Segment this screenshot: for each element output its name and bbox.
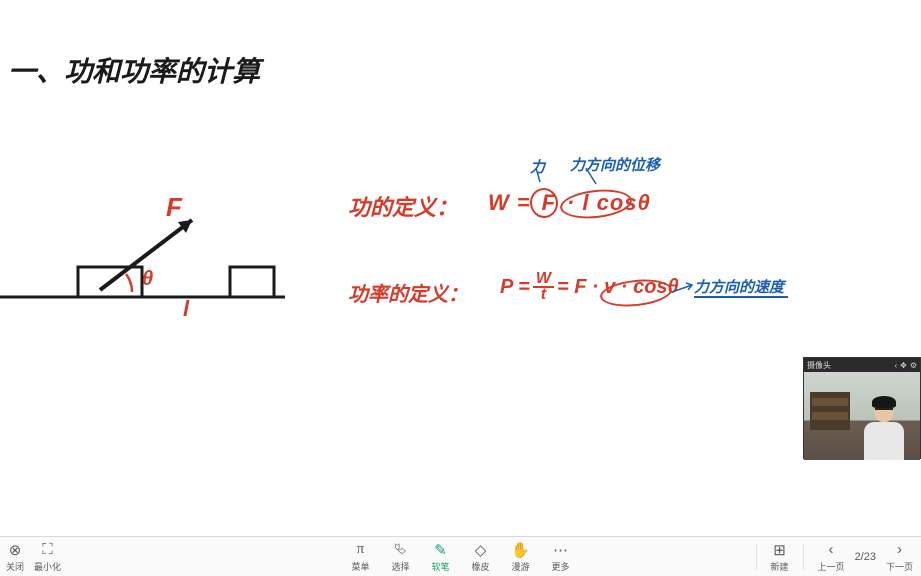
- cursor-icon: ⮱: [391, 541, 409, 559]
- webcam-title: 摄像头: [807, 360, 831, 371]
- annotation-force: 力: [530, 156, 545, 177]
- power-definition-label: 功率的定义：: [348, 278, 468, 307]
- label-force-F: F: [166, 192, 182, 223]
- new-page-icon: ⊞: [771, 541, 789, 559]
- chevron-left-icon: ‹: [822, 541, 840, 559]
- webcam-title-bar[interactable]: 摄像头 ‹ ✥ ⚙: [804, 358, 920, 372]
- annotation-velocity: 力方向的速度: [694, 276, 784, 297]
- pen-button[interactable]: ✎ 软笔: [431, 541, 449, 573]
- pi-icon: π: [351, 541, 369, 559]
- webcam-settings-icon[interactable]: ⚙: [910, 361, 917, 370]
- label-angle-theta: θ: [142, 268, 153, 291]
- eraser-icon: ◇: [472, 541, 490, 559]
- next-page-button[interactable]: › 下一页: [886, 541, 913, 573]
- webcam-move-icon[interactable]: ✥: [900, 361, 907, 370]
- pen-icon: ✎: [431, 541, 449, 559]
- minimize-button[interactable]: ⛶ 最小化: [34, 541, 61, 573]
- close-button[interactable]: ⊗ 关闭: [6, 541, 24, 573]
- prev-page-button[interactable]: ‹ 上一页: [818, 541, 845, 573]
- webcam-panel[interactable]: 摄像头 ‹ ✥ ⚙: [803, 357, 921, 459]
- chevron-right-icon: ›: [890, 541, 908, 559]
- hand-button[interactable]: ✋ 漫游: [512, 541, 530, 573]
- label-distance-l: l: [183, 296, 189, 322]
- eraser-button[interactable]: ◇ 橡皮: [472, 541, 490, 573]
- whiteboard-canvas[interactable]: 一、功和功率的计算 F θ l 功的定义： W = F · l cosθ 力 力…: [0, 0, 921, 576]
- new-page-button[interactable]: ⊞ 新建: [771, 541, 789, 573]
- hand-icon: ✋: [512, 541, 530, 559]
- webcam-video: [804, 372, 920, 460]
- annotation-displacement: 力方向的位移: [570, 154, 660, 175]
- minimize-icon: ⛶: [39, 541, 57, 559]
- menu-button[interactable]: π 菜单: [351, 541, 369, 573]
- more-button[interactable]: ⋯ 更多: [552, 541, 570, 573]
- more-icon: ⋯: [552, 541, 570, 559]
- webcam-collapse-icon[interactable]: ‹: [894, 361, 897, 370]
- annotation-velocity-underline: [694, 296, 788, 298]
- close-icon: ⊗: [6, 541, 24, 559]
- select-button[interactable]: ⮱ 选择: [391, 541, 409, 573]
- bottom-toolbar: ⊗ 关闭 ⛶ 最小化 π 菜单 ⮱ 选择 ✎ 软笔 ◇ 橡皮 ✋ 漫游 ⋯: [0, 536, 921, 576]
- work-definition-label: 功的定义：: [348, 190, 458, 222]
- page-indicator: 2/23: [855, 551, 876, 563]
